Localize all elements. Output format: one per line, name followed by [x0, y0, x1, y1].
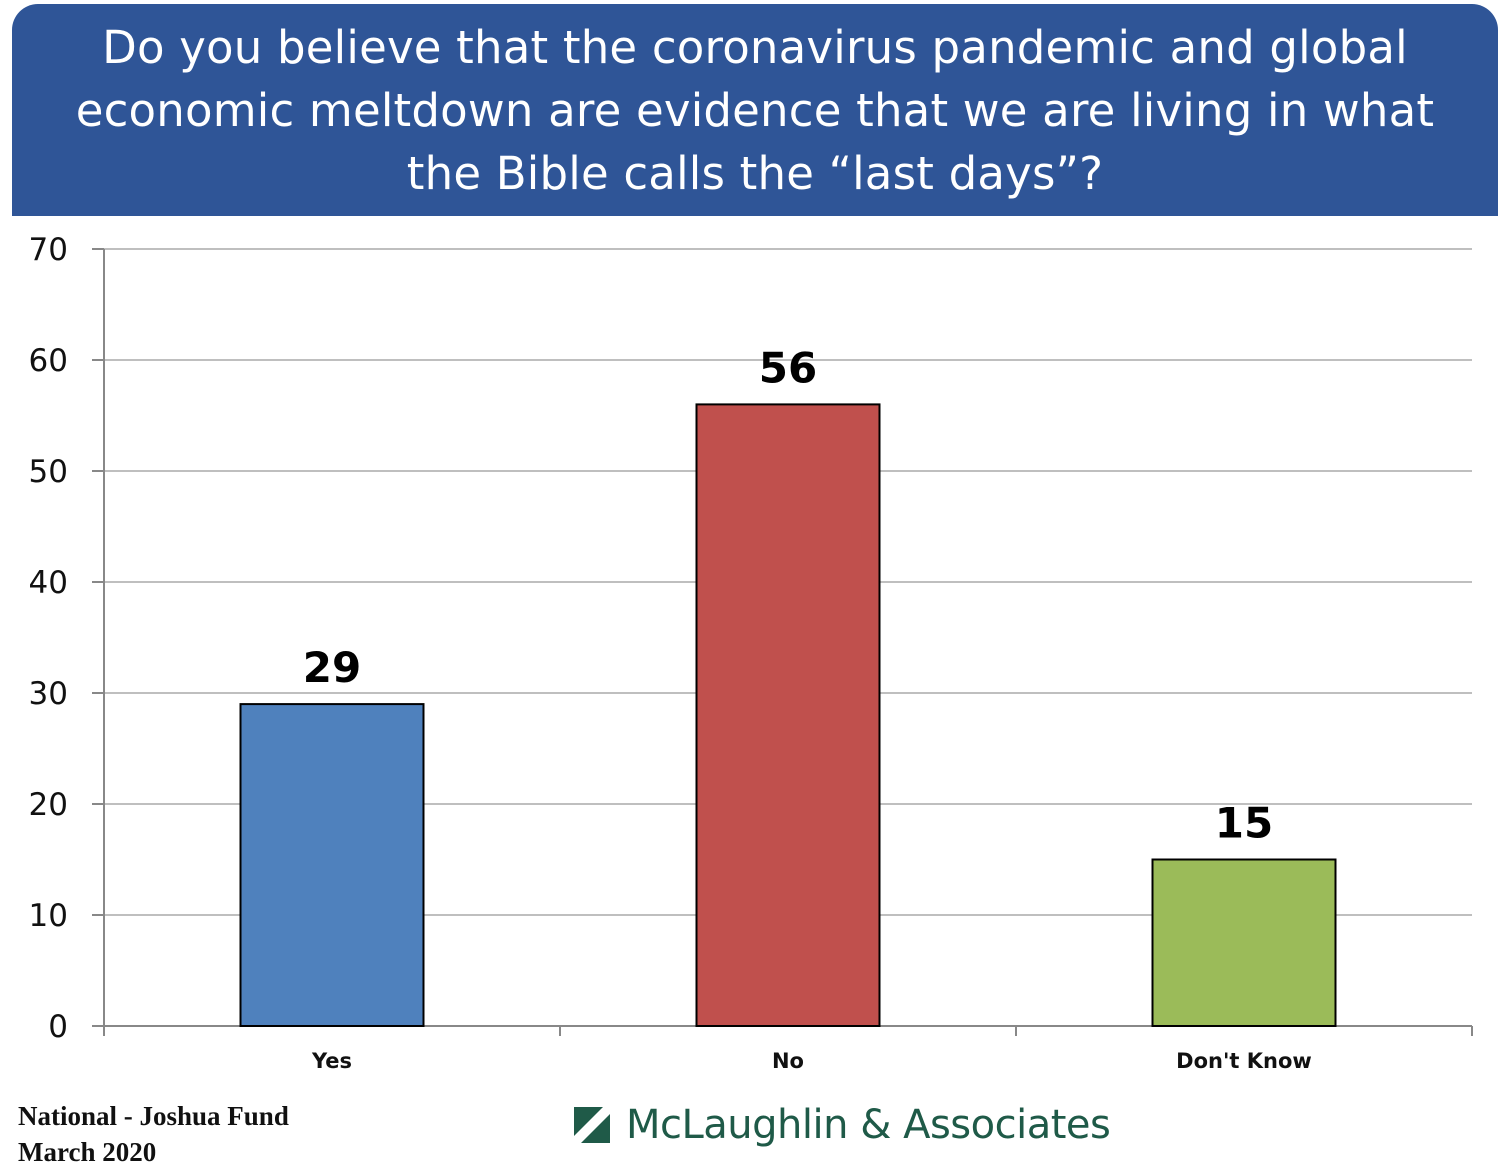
category-label: No	[772, 1049, 804, 1073]
y-tick-label: 50	[29, 454, 68, 490]
category-label: Yes	[311, 1049, 352, 1073]
data-label: 29	[303, 643, 361, 692]
y-tick-label: 30	[29, 676, 68, 712]
y-tick-label: 40	[29, 565, 68, 601]
source-note: National - Joshua Fund March 2020	[18, 1098, 289, 1170]
chart-title: Do you believe that the coronavirus pand…	[75, 20, 1435, 200]
source-line-1: National - Joshua Fund	[18, 1101, 289, 1131]
labels: 0 10 20 30 40 50 60 70 29 Yes 56 No 15 Don't Know	[29, 232, 1312, 1073]
data-label: 15	[1215, 799, 1273, 848]
y-tick-label: 20	[29, 787, 68, 823]
category-label: Don't Know	[1176, 1049, 1312, 1073]
y-tick-label: 10	[29, 898, 68, 934]
y-tick-label: 60	[29, 343, 68, 379]
bar-yes	[239, 703, 425, 1027]
source-line-2: March 2020	[18, 1137, 157, 1167]
bars	[239, 403, 1337, 1027]
bar-chart: 0 10 20 30 40 50 60 70 29 Yes 56 No 15 Don't Know	[29, 232, 1473, 1073]
data-label: 56	[759, 343, 817, 392]
y-tick-label: 70	[29, 232, 68, 268]
logo-text: McLaughlin & Associates	[626, 1102, 1111, 1148]
title-banner: Do you believe that the coronavirus pand…	[12, 4, 1498, 216]
y-tick-label: 0	[48, 1009, 68, 1045]
bar-don-t-know	[1151, 858, 1337, 1027]
company-logo: McLaughlin & Associates	[574, 1100, 1111, 1150]
slash-square-icon	[574, 1107, 610, 1143]
bar-no	[695, 403, 881, 1027]
